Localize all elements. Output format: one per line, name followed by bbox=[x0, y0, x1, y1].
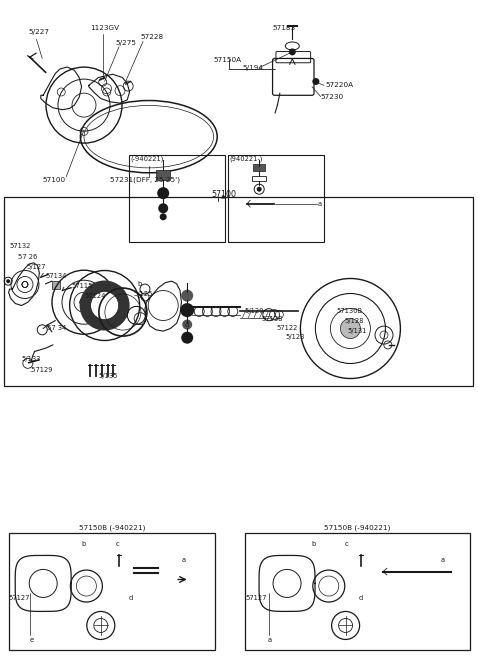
Bar bbox=[4, 197, 473, 386]
Text: 57231(DFF, 25 25'): 57231(DFF, 25 25') bbox=[110, 177, 180, 183]
Text: 5/120: 5/120 bbox=[245, 307, 264, 314]
Text: 57122: 57122 bbox=[276, 325, 298, 332]
Circle shape bbox=[181, 332, 193, 344]
Text: a: a bbox=[441, 556, 445, 563]
Text: b: b bbox=[311, 541, 315, 547]
Bar bbox=[245, 533, 470, 650]
Circle shape bbox=[312, 78, 319, 85]
Text: 57138: 57138 bbox=[262, 316, 283, 323]
Text: 1123GV: 1123GV bbox=[90, 24, 120, 31]
Text: 57228: 57228 bbox=[140, 34, 163, 40]
Circle shape bbox=[157, 187, 169, 199]
Circle shape bbox=[180, 303, 194, 317]
Text: (940221-): (940221-) bbox=[229, 156, 263, 162]
Text: e: e bbox=[30, 637, 34, 643]
Text: 5/131: 5/131 bbox=[348, 328, 367, 334]
Text: 57230: 57230 bbox=[321, 93, 344, 100]
Text: d: d bbox=[359, 595, 363, 601]
Text: 57100: 57100 bbox=[211, 190, 236, 199]
Text: 57115: 57115 bbox=[71, 283, 93, 290]
Circle shape bbox=[340, 319, 360, 338]
Circle shape bbox=[6, 279, 10, 283]
Bar bbox=[9, 533, 215, 650]
Text: 57150B (-940221): 57150B (-940221) bbox=[79, 524, 145, 531]
Text: 5/135: 5/135 bbox=[98, 373, 118, 379]
Text: 5/127: 5/127 bbox=[26, 263, 46, 270]
Bar bbox=[129, 155, 225, 242]
Text: 5/227: 5/227 bbox=[29, 29, 50, 35]
Text: a: a bbox=[181, 556, 186, 563]
Text: 57100: 57100 bbox=[42, 177, 65, 183]
Text: 57183: 57183 bbox=[272, 24, 295, 31]
Bar bbox=[252, 176, 266, 181]
Bar bbox=[228, 155, 324, 242]
Text: 57130B: 57130B bbox=[336, 307, 362, 314]
Text: 57132: 57132 bbox=[10, 243, 31, 250]
Text: d: d bbox=[129, 595, 133, 601]
Circle shape bbox=[182, 319, 192, 330]
Text: 5/133: 5/133 bbox=[22, 356, 41, 363]
Text: a: a bbox=[221, 194, 225, 200]
Text: b: b bbox=[82, 541, 86, 547]
Circle shape bbox=[80, 281, 130, 330]
Text: 5/125: 5/125 bbox=[133, 290, 153, 297]
Text: 57127: 57127 bbox=[9, 595, 30, 601]
Text: 57124: 57124 bbox=[84, 293, 106, 300]
Circle shape bbox=[158, 203, 168, 214]
Text: c: c bbox=[137, 292, 141, 299]
Text: b: b bbox=[137, 281, 142, 287]
Bar bbox=[156, 170, 170, 180]
Text: (-940221): (-940221) bbox=[131, 156, 164, 162]
Text: c: c bbox=[345, 541, 348, 547]
Text: 5/275: 5/275 bbox=[115, 39, 136, 46]
Text: 57 26: 57 26 bbox=[18, 254, 37, 260]
Text: 5/123: 5/123 bbox=[285, 334, 304, 340]
Text: d: d bbox=[185, 321, 189, 328]
Text: 5/128: 5/128 bbox=[344, 317, 364, 324]
Text: 57134: 57134 bbox=[46, 273, 67, 279]
Text: 5/194: 5/194 bbox=[242, 64, 264, 71]
Circle shape bbox=[160, 214, 167, 220]
Bar bbox=[253, 164, 265, 171]
Bar bbox=[52, 281, 60, 289]
Circle shape bbox=[257, 187, 262, 192]
Circle shape bbox=[289, 49, 296, 55]
Text: 57127: 57127 bbox=[246, 595, 267, 601]
Text: 57 34: 57 34 bbox=[47, 325, 66, 331]
Text: 57150B (-940221): 57150B (-940221) bbox=[324, 524, 391, 531]
Text: a: a bbox=[268, 637, 272, 643]
Text: .57129: .57129 bbox=[29, 367, 52, 373]
Text: 57150A: 57150A bbox=[213, 57, 241, 63]
Text: a: a bbox=[318, 200, 322, 207]
Circle shape bbox=[181, 290, 193, 302]
Text: c: c bbox=[115, 541, 119, 547]
Circle shape bbox=[91, 292, 119, 319]
Text: 57220A: 57220A bbox=[325, 82, 354, 89]
